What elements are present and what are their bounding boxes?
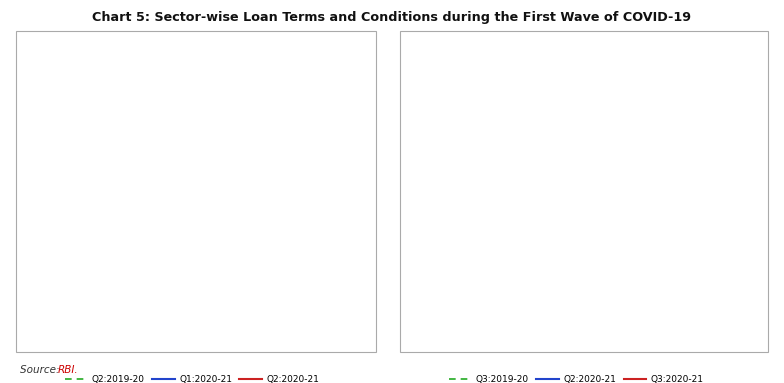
Text: Source:: Source: (20, 365, 63, 375)
Text: Chart 5: Sector-wise Loan Terms and Conditions during the First Wave of COVID-19: Chart 5: Sector-wise Loan Terms and Cond… (93, 11, 691, 25)
Text: RBI.: RBI. (57, 365, 78, 375)
Polygon shape (108, 96, 276, 291)
Text: -10: -10 (574, 165, 586, 174)
Text: Manufacturing: Manufacturing (603, 239, 671, 248)
Text: Retail/Personal: Retail/Personal (97, 139, 168, 147)
Text: Mining &
Quarrying: Mining & Quarrying (671, 119, 719, 139)
Text: Retail/Personal: Retail/Personal (481, 139, 552, 147)
Text: Infrastructure: Infrastructure (127, 299, 192, 308)
Text: -15: -15 (575, 177, 587, 186)
Text: -5: -5 (572, 153, 580, 162)
Legend: Q3:2019-20, Q2:2020-21, Q3:2020-21: Q3:2019-20, Q2:2020-21, Q3:2020-21 (445, 372, 707, 383)
Legend: Q2:2019-20, Q1:2020-21, Q2:2020-21: Q2:2019-20, Q1:2020-21, Q2:2020-21 (61, 372, 323, 383)
Text: Agriculture: Agriculture (192, 79, 245, 88)
Text: 5: 5 (570, 128, 575, 137)
Text: Mining &
Quarrying: Mining & Quarrying (287, 119, 335, 139)
Text: Agriculture: Agriculture (576, 79, 629, 88)
Text: 0: 0 (187, 141, 192, 149)
Text: Services: Services (56, 248, 97, 257)
Text: -10: -10 (190, 165, 202, 174)
Text: Services: Services (441, 248, 481, 257)
Text: 15: 15 (183, 104, 193, 113)
Text: 10: 10 (184, 116, 194, 125)
Text: 20: 20 (566, 92, 575, 101)
Text: 5: 5 (186, 128, 191, 137)
Text: Infrastructure: Infrastructure (511, 299, 576, 308)
Text: -5: -5 (188, 153, 196, 162)
Text: 0: 0 (572, 141, 576, 149)
Polygon shape (492, 96, 660, 291)
Text: Manufacturing: Manufacturing (219, 239, 287, 248)
Text: 20: 20 (182, 92, 191, 101)
Text: 15: 15 (568, 104, 577, 113)
Text: 10: 10 (568, 116, 579, 125)
